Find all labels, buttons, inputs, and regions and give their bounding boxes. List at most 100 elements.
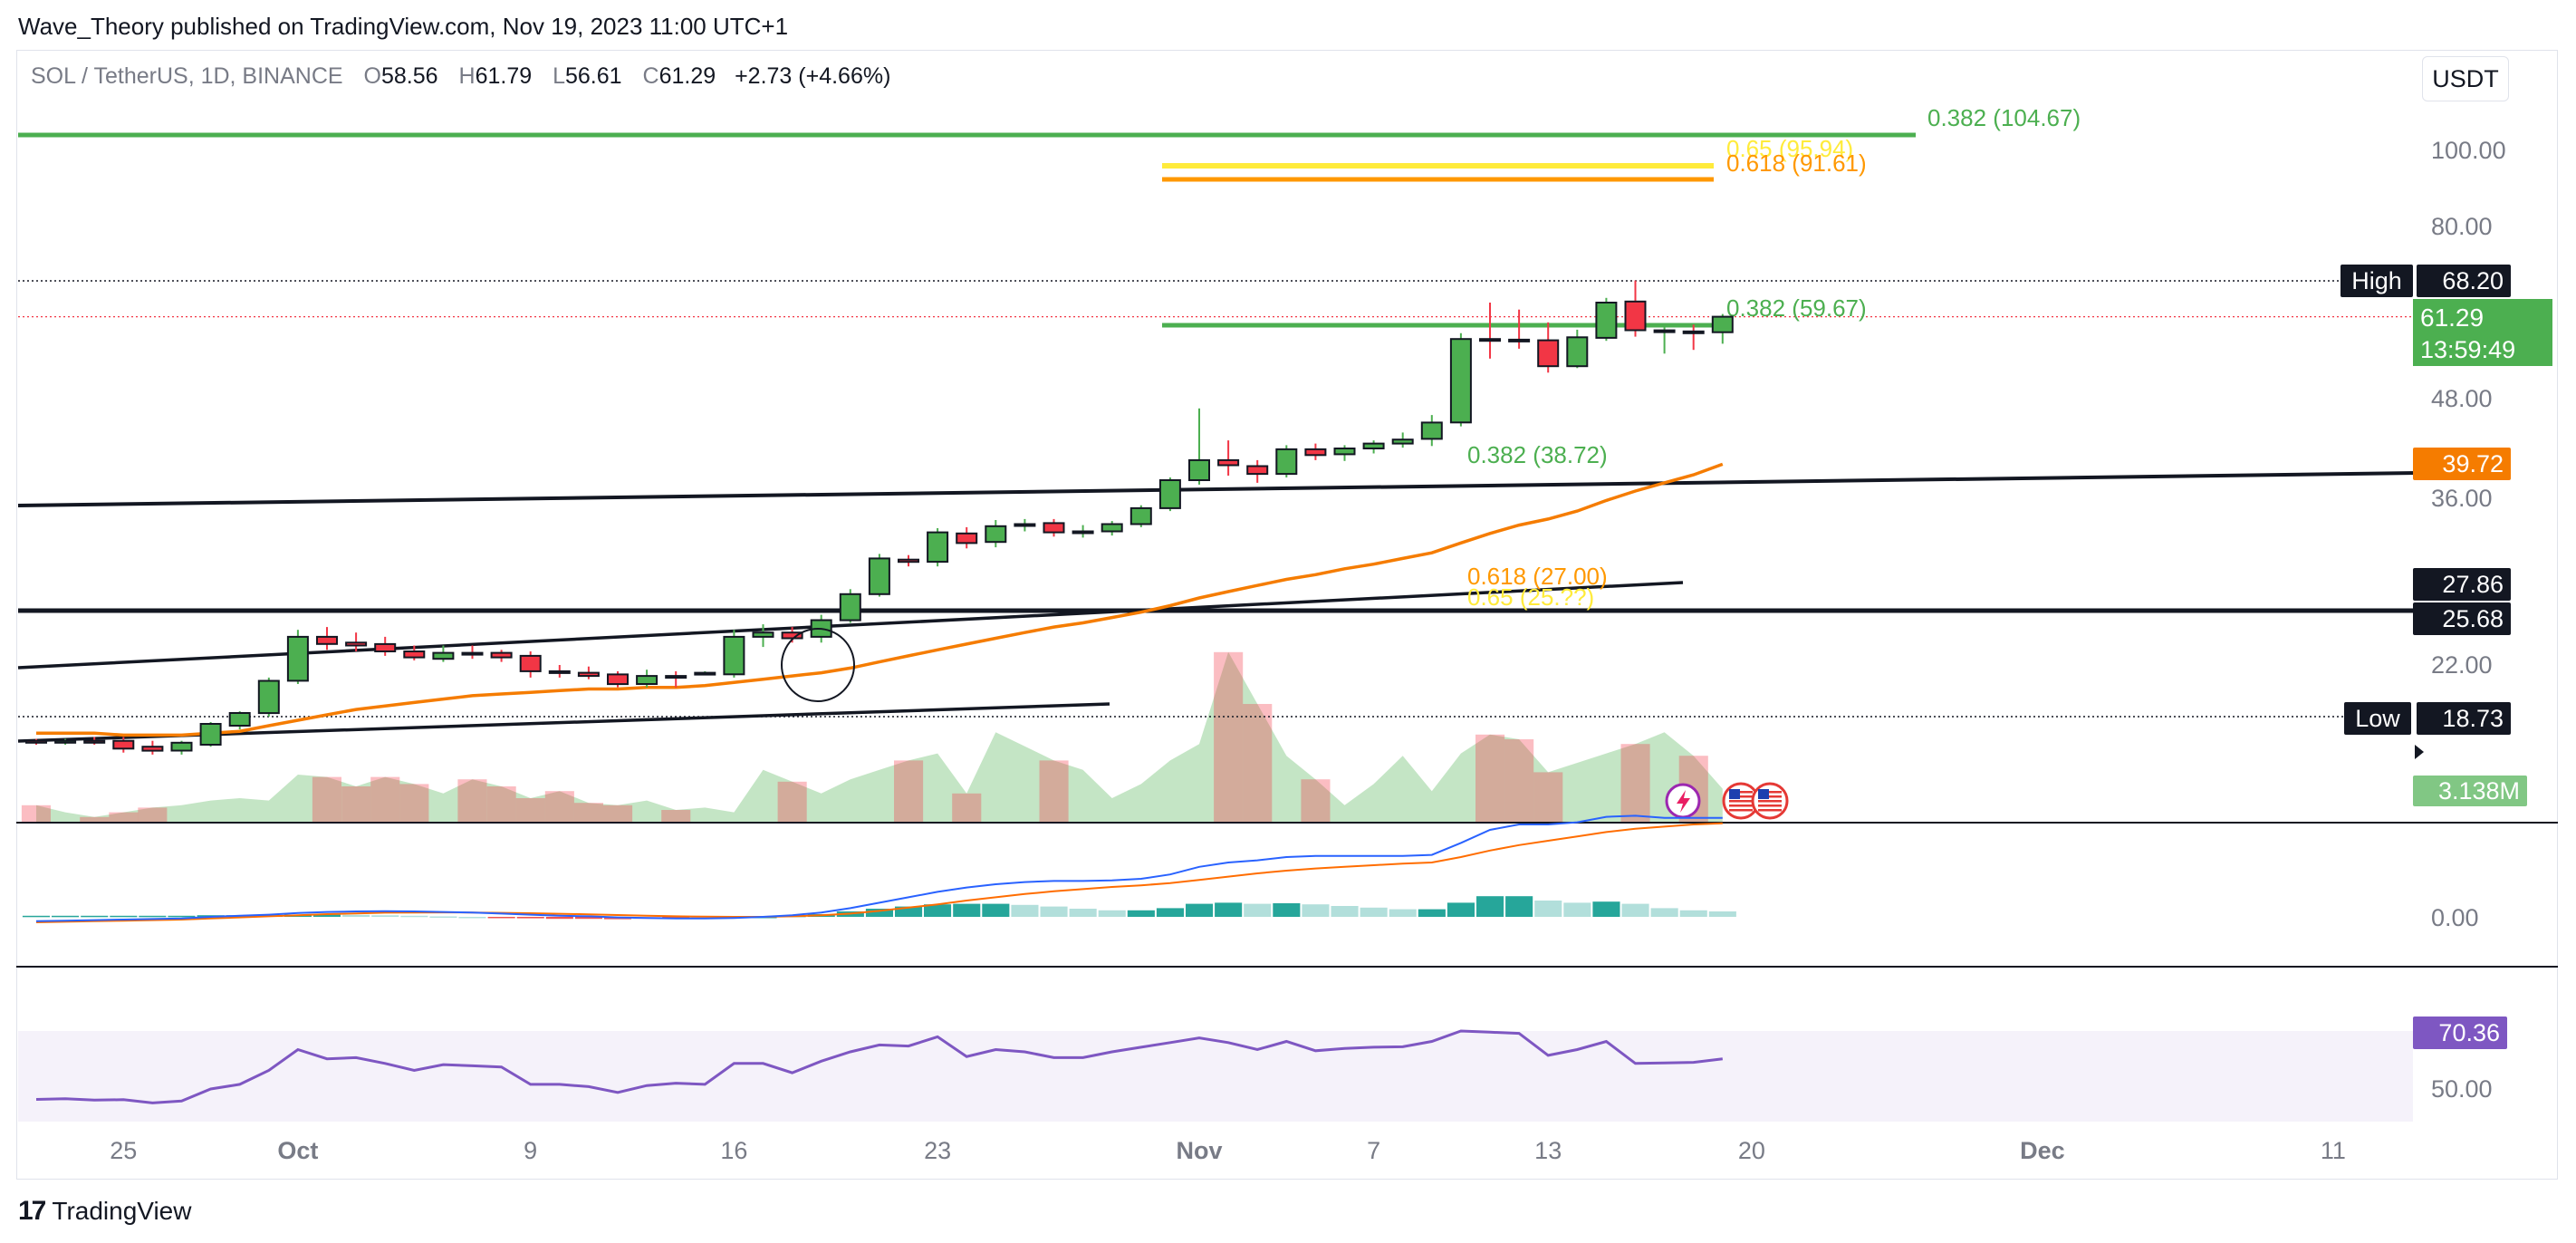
candle bbox=[927, 528, 949, 567]
macd-histogram-bar bbox=[1650, 908, 1678, 917]
candle bbox=[723, 630, 745, 678]
candle-body bbox=[665, 675, 687, 679]
candle-body bbox=[345, 641, 368, 647]
candle bbox=[1158, 477, 1181, 512]
candle bbox=[1129, 505, 1152, 527]
time-axis-label: 7 bbox=[1367, 1137, 1380, 1164]
macd-histogram-bar bbox=[1621, 903, 1649, 917]
legend-close-label: C bbox=[642, 63, 659, 89]
flag-canton bbox=[1729, 789, 1740, 799]
macd-histogram-bar bbox=[110, 915, 138, 918]
candle bbox=[228, 711, 251, 730]
macd-histogram-bar bbox=[1331, 906, 1359, 917]
candle bbox=[577, 666, 600, 679]
candle-body bbox=[839, 593, 861, 622]
candle-body bbox=[1420, 421, 1443, 440]
macd-signal-line bbox=[35, 822, 1723, 923]
candle bbox=[286, 630, 309, 684]
candle bbox=[1246, 459, 1269, 483]
high-tag-value-bg bbox=[2417, 265, 2511, 297]
candle-body bbox=[956, 532, 978, 544]
candle bbox=[1537, 322, 1560, 373]
candle bbox=[1711, 313, 1734, 344]
currency-selector-button[interactable]: USDT bbox=[2422, 56, 2509, 101]
price-tick-label: 0.00 bbox=[2431, 904, 2479, 931]
flag-stripe bbox=[1729, 805, 1753, 807]
legend-close: 61.29 bbox=[658, 63, 716, 89]
candle-body bbox=[636, 675, 658, 685]
macd-histogram-bar bbox=[1679, 910, 1707, 917]
candle-body bbox=[1043, 522, 1065, 534]
candle bbox=[83, 737, 106, 745]
time-axis-label: Oct bbox=[277, 1137, 318, 1164]
price-tick-label: 48.00 bbox=[2431, 385, 2493, 412]
flag-stripe bbox=[1758, 800, 1782, 803]
macd-histogram-bar bbox=[168, 915, 196, 918]
candle bbox=[1595, 297, 1618, 342]
time-axis-label: Dec bbox=[2020, 1137, 2065, 1164]
level-lower-tag-bg bbox=[2413, 602, 2511, 635]
candle bbox=[1653, 325, 1676, 354]
price-tick-label: 100.00 bbox=[2431, 137, 2506, 164]
legend-low-label: L bbox=[553, 63, 565, 89]
time-axis-label: 11 bbox=[2321, 1137, 2346, 1164]
candle-body bbox=[985, 525, 1007, 544]
candle-body bbox=[548, 670, 571, 674]
volume-bar-down bbox=[573, 803, 603, 822]
candle-body bbox=[1362, 442, 1385, 450]
legend-low: 56.61 bbox=[564, 63, 622, 89]
fib-label-065-top: 0.65 (95.94) bbox=[1726, 135, 1853, 162]
candle-body bbox=[1304, 448, 1327, 457]
macd-histogram-bar bbox=[516, 917, 544, 919]
candle bbox=[1362, 440, 1385, 454]
publisher-caption: Wave_Theory published on TradingView.com… bbox=[18, 13, 789, 40]
flag-stripe bbox=[1758, 791, 1782, 794]
high-tag-label-bg bbox=[2341, 265, 2413, 297]
macd-histogram-bar bbox=[1592, 901, 1620, 917]
tradingview-logo[interactable]: 17 TradingView bbox=[18, 1196, 191, 1227]
time-axis-label: 13 bbox=[1534, 1137, 1562, 1164]
candle bbox=[1682, 324, 1705, 351]
volume-bar-down bbox=[312, 776, 341, 822]
candle-body bbox=[112, 739, 135, 750]
macd-histogram-bar bbox=[342, 914, 370, 917]
high-tag-label: High bbox=[2351, 267, 2402, 294]
candle-body bbox=[1158, 479, 1181, 509]
price-tick-label: 36.00 bbox=[2431, 485, 2493, 512]
macd-histogram-bar bbox=[1505, 896, 1533, 917]
time-axis-label: 16 bbox=[720, 1137, 747, 1164]
macd-histogram-bar bbox=[52, 915, 80, 918]
time-axis-label: 23 bbox=[924, 1137, 951, 1164]
candle bbox=[985, 520, 1007, 548]
macd-histogram-bar bbox=[371, 915, 399, 917]
tradingview-logo-icon: 17 bbox=[18, 1196, 46, 1226]
volume-tag-bg bbox=[2413, 776, 2527, 806]
price-tick-label: 80.00 bbox=[2431, 213, 2493, 240]
us-flag-icon bbox=[1722, 782, 1760, 820]
macd-histogram-bar bbox=[1215, 902, 1243, 917]
candle-body bbox=[1275, 448, 1298, 476]
candle bbox=[1304, 443, 1327, 460]
candle bbox=[257, 677, 280, 717]
macd-histogram-bar bbox=[1389, 909, 1417, 917]
lightning-icon bbox=[1665, 783, 1701, 819]
macd-histogram-bar bbox=[1040, 906, 1068, 917]
macd-histogram-bar bbox=[895, 906, 923, 917]
candle-body bbox=[141, 746, 164, 752]
candle-body bbox=[54, 739, 77, 744]
candle-body bbox=[1072, 530, 1094, 535]
candle bbox=[1508, 309, 1531, 349]
candle-body bbox=[868, 557, 890, 595]
legend-open: 58.56 bbox=[380, 63, 438, 89]
candle bbox=[54, 738, 77, 745]
macd-histogram-bar bbox=[1476, 896, 1504, 917]
trendline-upper bbox=[17, 471, 2419, 507]
candle-body bbox=[432, 651, 455, 660]
legend-high-label: H bbox=[458, 63, 476, 89]
candle-body bbox=[1508, 338, 1531, 342]
macd-histogram-bar bbox=[139, 915, 167, 918]
candle-body bbox=[1391, 438, 1414, 445]
macd-histogram-bar bbox=[1360, 907, 1388, 917]
volume-bar-down bbox=[109, 812, 139, 822]
